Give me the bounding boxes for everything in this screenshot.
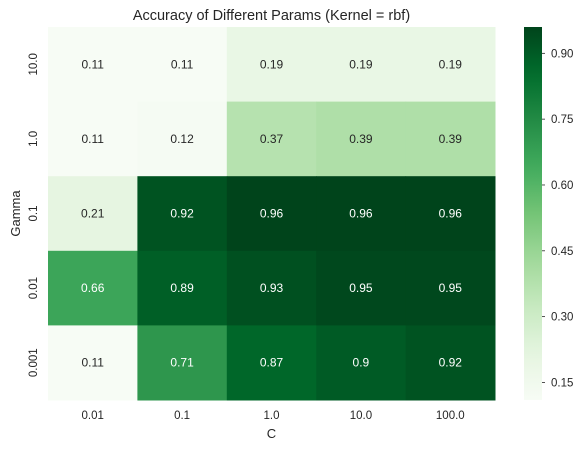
y-tick-label: 0.01: [28, 277, 40, 299]
cell-value-label: 0.11: [171, 57, 194, 71]
cell-value-label: 0.89: [170, 281, 194, 295]
cell-value-label: 0.96: [349, 207, 373, 221]
x-tick-label: 100.0: [436, 410, 465, 422]
x-tick-label: 1.0: [264, 410, 280, 422]
cell-value-label: 0.19: [349, 57, 373, 71]
y-tick-label: 0.001: [28, 348, 40, 377]
y-tick-label: 10.0: [28, 53, 40, 75]
colorbar-tick-label: 0.45: [551, 246, 573, 258]
cell-value-label: 0.39: [349, 132, 373, 146]
y-tick-label: 0.1: [28, 206, 40, 222]
cell-value-label: 0.11: [81, 57, 104, 71]
cell-value-label: 0.71: [170, 356, 194, 370]
chart-title: Accuracy of Different Params (Kernel = r…: [133, 8, 410, 24]
y-axis-label: Gamma: [8, 190, 23, 237]
colorbar-tick-label: 0.15: [551, 377, 573, 389]
cell-value-label: 0.19: [260, 57, 284, 71]
cell-value-label: 0.12: [170, 132, 194, 146]
colorbar: 0.15 0.30 0.45 0.60 0.75 0.90: [524, 27, 573, 400]
cell-value-label: 0.92: [439, 356, 463, 370]
cell-value-label: 0.9: [353, 356, 370, 370]
cell-value-label: 0.39: [439, 132, 463, 146]
cell-value-label: 0.19: [439, 57, 463, 71]
cell-value-label: 0.93: [260, 281, 284, 295]
x-tick-label: 10.0: [350, 410, 372, 422]
cell-value-label: 0.96: [439, 207, 463, 221]
cell-value-label: 0.95: [439, 281, 463, 295]
cell-value-label: 0.37: [260, 132, 284, 146]
colorbar-tick-label: 0.75: [551, 114, 573, 126]
cell-value-label: 0.11: [81, 132, 104, 146]
cell-value-label: 0.21: [81, 207, 105, 221]
y-axis-ticks: 10.0 1.0 0.1 0.01 0.001: [28, 53, 40, 377]
cell-value-label: 0.92: [170, 207, 194, 221]
x-tick-label: 0.1: [174, 410, 190, 422]
heatmap-cells: 0.11 0.11 0.19 0.19 0.19 0.11 0.12 0.37 0.39 0.39…: [48, 27, 496, 401]
x-tick-label: 0.01: [82, 410, 104, 422]
colorbar-tick-label: 0.60: [551, 180, 573, 192]
cell-value-label: 0.11: [81, 356, 104, 370]
cell-value-label: 0.66: [81, 281, 105, 295]
cell-value-label: 0.96: [260, 207, 284, 221]
colorbar-tick-label: 0.30: [551, 312, 573, 324]
colorbar-gradient: [524, 27, 542, 400]
x-axis-label: C: [267, 426, 276, 441]
cell-value-label: 0.87: [260, 356, 284, 370]
cell-value-label: 0.95: [349, 281, 373, 295]
colorbar-tick-label: 0.90: [551, 48, 573, 60]
x-axis-ticks: 0.01 0.1 1.0 10.0 100.0: [82, 410, 465, 422]
y-tick-label: 1.0: [28, 131, 40, 147]
